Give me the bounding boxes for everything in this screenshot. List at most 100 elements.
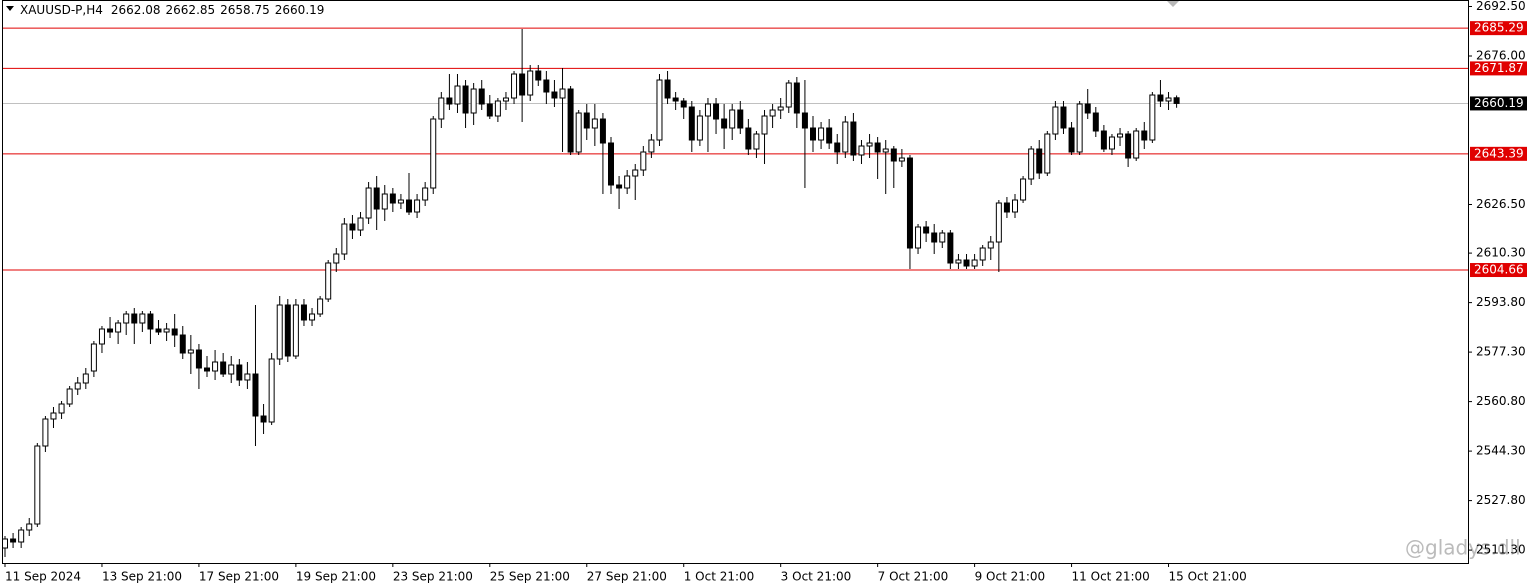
candle-body <box>1108 136 1115 150</box>
candle-body <box>187 349 194 354</box>
candle-body <box>26 523 33 531</box>
candle-body <box>559 88 566 99</box>
candle-body <box>915 226 922 249</box>
candle-body <box>204 367 210 372</box>
candle-body <box>1060 106 1067 129</box>
candle-body <box>381 193 388 210</box>
candle-body <box>462 85 469 114</box>
candle-body <box>284 304 291 357</box>
candle-body <box>850 121 857 156</box>
candle-body <box>1157 94 1164 102</box>
candle-body <box>1092 112 1099 132</box>
candle-body <box>640 151 647 171</box>
candle-body <box>260 415 267 423</box>
candle-body <box>1044 133 1051 174</box>
candle-body <box>761 115 768 135</box>
candle-body <box>906 157 913 249</box>
candle-body <box>696 115 703 141</box>
candle-body <box>1020 178 1027 201</box>
candle-body <box>931 232 938 243</box>
candle-body <box>713 103 720 120</box>
candle-body <box>971 259 978 267</box>
y-tick-label: 2676.00 <box>1476 49 1526 63</box>
candle-body <box>688 106 695 141</box>
candle-body <box>155 328 162 333</box>
candle-body <box>10 538 17 543</box>
y-tick-label: 2544.30 <box>1476 444 1526 458</box>
candle-body <box>18 529 25 543</box>
candle-body <box>292 304 299 357</box>
x-tick-label: 11 Sep 2024 <box>5 570 81 584</box>
candle-body <box>139 313 146 324</box>
level-label-bg <box>1470 263 1527 278</box>
x-tick-label: 25 Sep 21:00 <box>490 570 570 584</box>
x-tick-label: 7 Oct 21:00 <box>878 570 949 584</box>
candle-body <box>397 199 404 204</box>
candle-body <box>721 118 728 129</box>
x-tick-label: 3 Oct 21:00 <box>781 570 852 584</box>
last-close: 2660.19 <box>275 3 325 17</box>
candle-body <box>309 313 316 321</box>
symbol: XAUUSD-P,H4 <box>20 3 103 17</box>
candle-body <box>890 148 897 162</box>
last-high: 2662.85 <box>166 3 216 17</box>
candle-body <box>325 262 332 300</box>
chart-header: XAUUSD-P,H4 2662.08 2662.85 2658.75 2660.19 <box>20 3 324 17</box>
candle-body <box>406 199 412 213</box>
candle-body <box>66 388 73 405</box>
candle-body <box>171 328 178 336</box>
candle-body <box>252 373 259 417</box>
candle-body <box>1028 148 1035 180</box>
candle-body <box>664 79 671 99</box>
candle-body <box>898 157 905 162</box>
candle-body <box>438 97 445 120</box>
candle-body <box>1003 202 1010 213</box>
candle-body <box>608 142 614 186</box>
candle-body <box>34 445 41 525</box>
shift-marker <box>1167 1 1179 7</box>
candle-body <box>268 358 275 423</box>
candle-body <box>987 241 994 249</box>
y-tick-label: 2511.30 <box>1476 543 1526 557</box>
x-tick-label: 13 Sep 21:00 <box>102 570 182 584</box>
candle-body <box>737 109 744 129</box>
candle-body <box>543 79 550 93</box>
x-tick-label: 17 Sep 21:00 <box>199 570 279 584</box>
candle-body <box>1133 130 1140 159</box>
candle-body <box>979 247 986 261</box>
candle-body <box>1173 97 1180 104</box>
candle-body <box>745 127 752 150</box>
candle-body <box>50 412 57 420</box>
level-label: 2671.87 <box>1474 61 1524 75</box>
candle-body <box>317 298 324 315</box>
candle-body <box>373 187 380 210</box>
candle-body <box>551 91 558 99</box>
x-tick-label: 27 Sep 21:00 <box>587 570 667 584</box>
candle-body <box>195 349 202 369</box>
candle-body <box>680 100 687 108</box>
candle-body <box>486 103 493 117</box>
candle-body <box>1141 130 1148 141</box>
candle-body <box>575 112 582 153</box>
candle-body <box>276 304 283 360</box>
candle-body <box>244 373 251 381</box>
candle-body <box>777 106 784 111</box>
candle-body <box>365 187 372 219</box>
candle-body <box>519 73 526 96</box>
candle-body <box>874 142 881 153</box>
watermark: @gladys.dll <box>1405 536 1521 560</box>
candle-body <box>826 127 833 144</box>
candle-body <box>494 100 501 117</box>
candle-body <box>583 112 590 129</box>
y-tick-label: 2626.50 <box>1476 197 1526 211</box>
level-label: 2643.39 <box>1474 146 1524 160</box>
last-price-bg <box>1470 96 1527 111</box>
candle-body <box>793 82 800 114</box>
level-label-bg <box>1470 146 1527 161</box>
candle-body <box>58 403 65 414</box>
candle-body <box>228 364 235 375</box>
plot-frame <box>2 0 1469 564</box>
candle-body <box>995 202 1002 243</box>
candle-body <box>1084 103 1091 114</box>
candle-body <box>648 139 655 153</box>
